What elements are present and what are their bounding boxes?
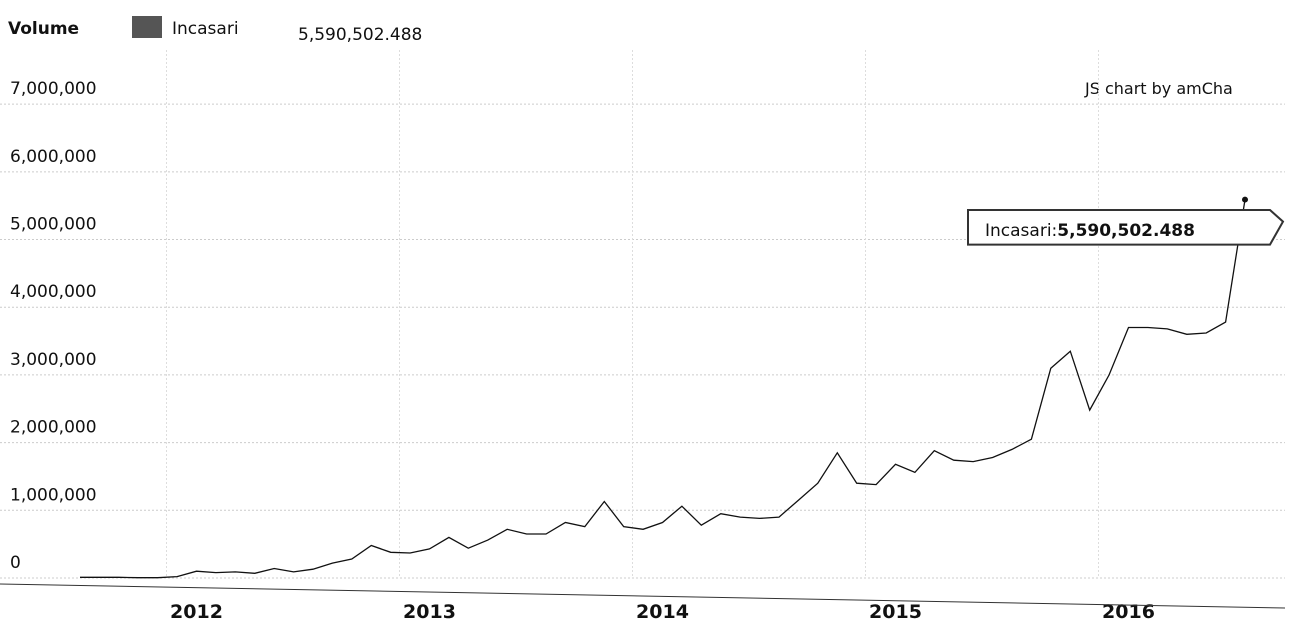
- x-tick-label: 2016: [1102, 601, 1155, 623]
- tooltip-value: 5,590,502.488: [1057, 221, 1195, 241]
- x-tick-label: 2012: [170, 601, 223, 623]
- x-tick-label: 2014: [636, 601, 689, 623]
- y-tick-label: 5,000,000: [10, 215, 97, 235]
- y-tick-label: 2,000,000: [10, 418, 97, 438]
- y-tick-label: 6,000,000: [10, 147, 97, 167]
- tooltip-box: [967, 209, 1285, 246]
- legend-label: Incasari: [172, 19, 239, 39]
- x-tick-label: 2015: [869, 601, 922, 623]
- tooltip: Incasari:5,590,502.488: [967, 209, 1285, 246]
- y-tick-label: 1,000,000: [10, 485, 97, 505]
- y-tick-label: 3,000,000: [10, 350, 97, 370]
- tooltip-label: Incasari:: [985, 221, 1057, 241]
- y-tick-label: 0: [10, 553, 21, 573]
- credit: JS chart by amCha: [1084, 79, 1233, 98]
- tooltip-text: Incasari:5,590,502.488: [985, 221, 1195, 241]
- y-tick-label: 4,000,000: [10, 282, 97, 302]
- y-tick-label: 7,000,000: [10, 79, 97, 99]
- x-tick-label: 2013: [403, 601, 456, 623]
- legend-value: 5,590,502.488: [298, 25, 422, 45]
- series-line: [80, 199, 1246, 579]
- legend-swatch: [132, 16, 162, 38]
- cursor-point: [1242, 196, 1248, 203]
- chart-title: Volume: [8, 19, 79, 39]
- x-axis: [0, 583, 1286, 609]
